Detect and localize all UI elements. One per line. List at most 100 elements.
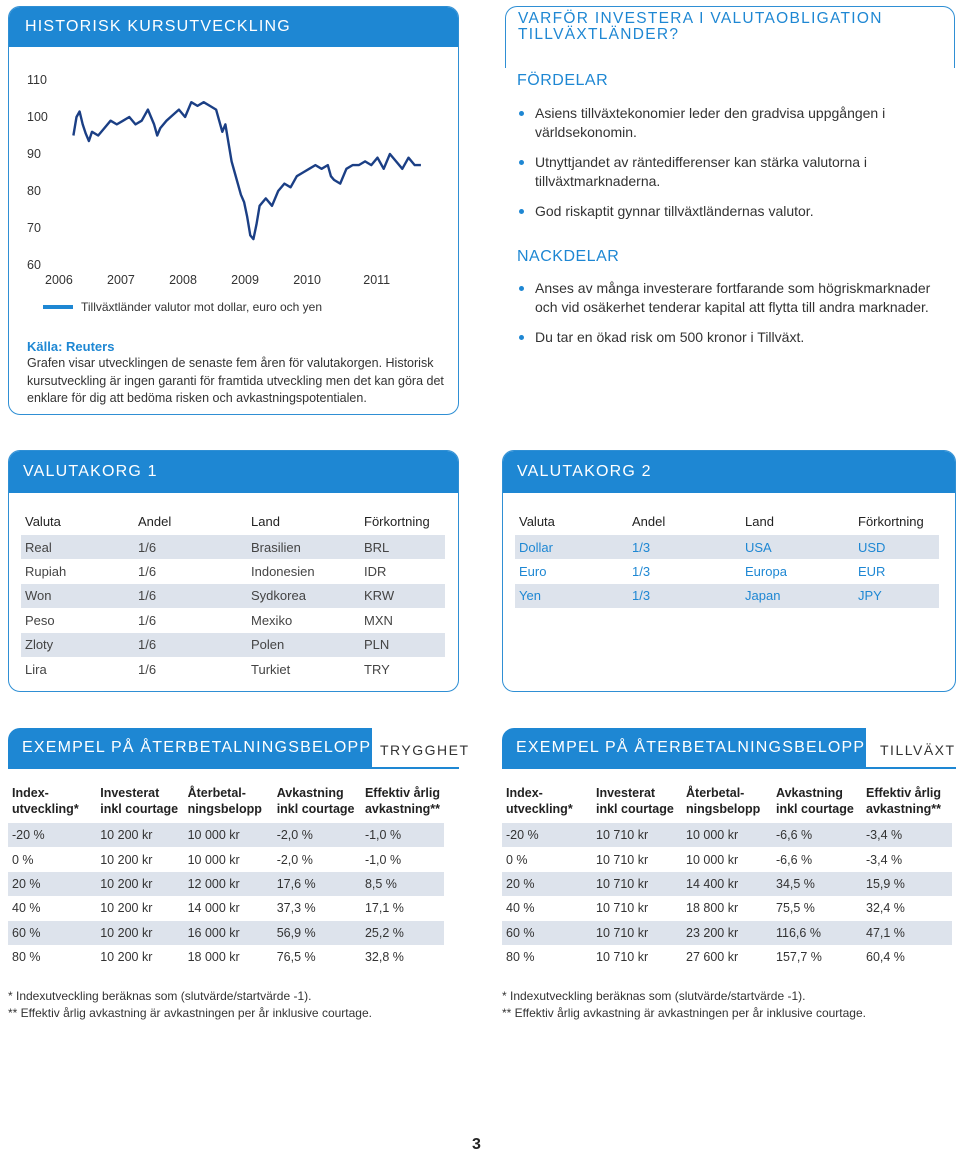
column-header-line: Effektiv årlig [866, 786, 942, 800]
table-cell: 15,9 % [862, 871, 952, 897]
table-header-row: Valuta Andel Land Förkortning [515, 507, 939, 535]
chart-panel-title: HISTORISK KURSUTVECKLING [9, 7, 458, 47]
table-cell: Lira [25, 661, 47, 677]
table-row: Zloty 1/6 Polen PLN [21, 632, 445, 657]
table-cell: 10 710 kr [592, 871, 682, 897]
footnote: ** Effektiv årlig avkastning är avkastni… [502, 1006, 866, 1020]
table-cell: Japan [741, 583, 854, 609]
table-cell: 10 710 kr [596, 901, 649, 916]
table-cell: 60 % [502, 920, 592, 945]
table-cell: Yen [515, 583, 628, 609]
column-header-line: Investerat [100, 786, 160, 800]
table-cell: Turkiet [251, 661, 291, 677]
table-row: Dollar 1/3 USA USD [515, 535, 939, 560]
table-cell: 14 400 kr [682, 871, 772, 897]
pros-item: Utnyttjandet av räntedifferenser kan stä… [519, 153, 949, 191]
basket-2-table: Valuta Andel Land Förkortning Dollar 1/3 U… [515, 507, 939, 609]
why-invest-title: VARFÖR INVESTERA I VALUTAOBLIGATION TILL… [505, 6, 955, 68]
table-row: 0 % 10 200 kr 10 000 kr -2,0 % -1,0 % [8, 847, 444, 871]
table-cell: KRW [360, 583, 445, 609]
table-cell: -6,6 % [776, 852, 813, 867]
table-cell: Mexiko [251, 612, 293, 628]
table-row: Rupiah 1/6 Indonesien IDR [21, 559, 445, 583]
table-cell: -2,0 % [276, 852, 313, 867]
column-header: Investerat inkl courtage [592, 785, 682, 823]
table-row: Peso 1/6 Mexiko MXN [21, 608, 445, 632]
table-cell: 10 200 kr [96, 871, 184, 897]
table-cell: 16 000 kr [183, 920, 273, 945]
table-row: Euro 1/3 Europa EUR [515, 559, 939, 583]
table-cell: -6,6 % [772, 823, 862, 848]
table-row: 80 % 10 710 kr 27 600 kr 157,7 % 60,4 % [502, 945, 952, 969]
column-header: Valuta [519, 513, 555, 529]
chart-description: Grafen visar utvecklingen de senaste fem… [27, 356, 444, 405]
table-cell: 1/6 [134, 535, 247, 560]
column-header-line: Index- [506, 786, 543, 800]
table-cell: PLN [360, 632, 445, 657]
column-header: Avkastning inkl courtage [273, 785, 361, 823]
x-tick-label: 2009 [231, 273, 259, 287]
why-invest-panel: VARFÖR INVESTERA I VALUTAOBLIGATION TILL… [505, 6, 955, 418]
column-header-line: Avkastning [276, 786, 344, 800]
table-cell: -3,4 % [862, 823, 952, 848]
example-2-tag: TILLVÄXT [880, 742, 956, 758]
table-cell: 10 000 kr [686, 852, 739, 867]
column-header: Investerat inkl courtage [96, 785, 183, 823]
x-tick-label: 2010 [293, 273, 321, 287]
table-cell: 25,2 % [360, 920, 444, 945]
pros-item: God riskaptit gynnar tillväxtländernas v… [519, 202, 949, 221]
table-row: Yen 1/3 Japan JPY [515, 583, 939, 609]
column-header-line: Avkastning [776, 786, 843, 800]
example-1-table: Index-utveckling* Investerat inkl courtag… [8, 785, 444, 969]
column-header: Avkastning inkl courtage [772, 785, 862, 823]
column-header: Valuta [25, 513, 61, 529]
table-cell: EUR [858, 564, 886, 580]
page-number: 3 [472, 1136, 481, 1153]
table-cell: 0 % [12, 852, 34, 867]
series-line [72, 101, 421, 241]
table-cell: 1/6 [138, 564, 157, 580]
example-2-header: EXEMPEL PÅ ÅTERBETALNINGSBELOPP TILLVÄXT [502, 728, 956, 769]
table-cell: 32,8 % [364, 950, 404, 965]
basket-2-title: VALUTAKORG 2 [503, 451, 955, 493]
table-cell: 10 710 kr [596, 852, 649, 867]
table-cell: MXN [364, 612, 393, 628]
x-tick-label: 2011 [363, 273, 390, 287]
table-cell: 157,7 % [776, 950, 822, 965]
column-header-line: utveckling* [12, 802, 79, 816]
table-row: 20 % 10 200 kr 12 000 kr 17,6 % 8,5 % [8, 871, 444, 897]
column-header: Andel [632, 513, 666, 529]
table-cell: 60 % [8, 920, 97, 945]
y-tick-label: 110 [27, 73, 47, 87]
table-cell: -3,4 % [866, 852, 903, 867]
pros-list: Asiens tillväxtekonomier leder den gradv… [519, 104, 949, 232]
column-header-line: utveckling* [506, 802, 573, 816]
table-row: 60 % 10 200 kr 16 000 kr 56,9 % 25,2 % [8, 920, 444, 945]
table-cell: Brasilien [247, 535, 360, 560]
cons-item: Anses av många investerare fortfarande s… [519, 279, 949, 317]
pros-heading: FÖRDELAR [517, 72, 609, 89]
table-cell: 10 200 kr [100, 950, 153, 965]
table-cell: 10 200 kr [100, 901, 153, 916]
example-2-title: EXEMPEL PÅ ÅTERBETALNINGSBELOPP [502, 728, 866, 768]
table-cell: 8,5 % [360, 871, 444, 897]
table-cell: 0 % [506, 852, 528, 867]
table-cell: 1/6 [134, 583, 247, 609]
currency-basket-1: VALUTAKORG 1 Valuta Andel Land Förkortni… [8, 450, 459, 692]
table-cell: 60,4 % [866, 950, 905, 965]
column-header: Andel [138, 513, 172, 529]
table-row: -20 % 10 200 kr 10 000 kr -2,0 % -1,0 % [8, 823, 444, 848]
table-cell: 17,6 % [272, 871, 361, 897]
table-cell: 10 200 kr [96, 920, 184, 945]
table-cell: 10 200 kr [100, 852, 153, 867]
table-cell: 1/6 [134, 632, 247, 657]
column-header: Effektiv årlig avkastning** [361, 785, 444, 823]
table-cell: -2,0 % [272, 823, 361, 848]
table-cell: 1/6 [138, 612, 157, 628]
table-row: 80 % 10 200 kr 18 000 kr 76,5 % 32,8 % [8, 945, 444, 969]
example-1-header: EXEMPEL PÅ ÅTERBETALNINGSBELOPP TRYGGHET [8, 728, 468, 769]
column-header: Effektiv årlig avkastning** [862, 785, 952, 823]
table-cell: 18 000 kr [187, 950, 240, 965]
table-cell: 1/6 [138, 661, 157, 677]
table-cell: Indonesien [251, 564, 315, 580]
